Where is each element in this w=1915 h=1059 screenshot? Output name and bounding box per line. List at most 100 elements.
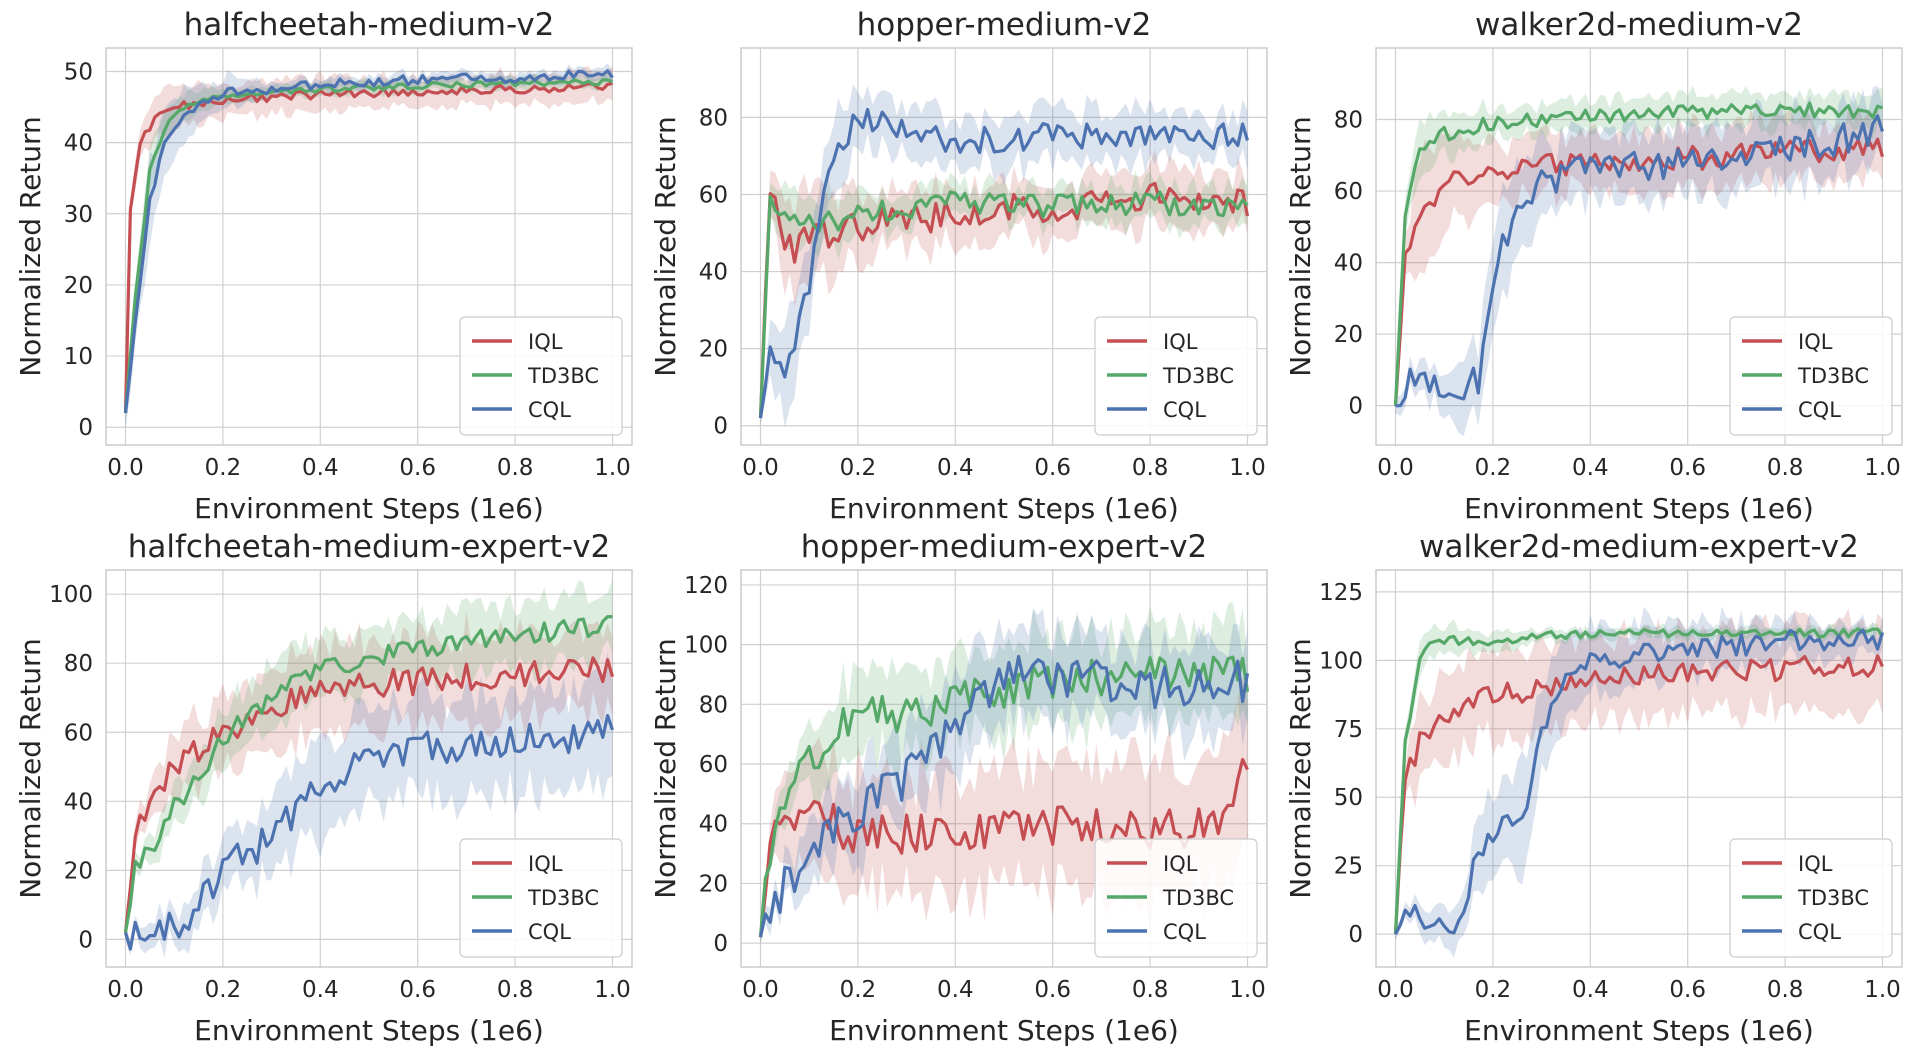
chart-title: walker2d-medium-expert-v2 <box>1419 529 1859 565</box>
y-tick-label: 0 <box>78 927 93 953</box>
confidence-band <box>125 652 613 959</box>
y-tick-label: 20 <box>699 337 728 363</box>
series-line <box>758 190 1249 419</box>
x-tick-label: 1.0 <box>1229 977 1266 1003</box>
x-axis-label: Environment Steps (1e6) <box>829 492 1179 525</box>
y-tick-label: 80 <box>1334 108 1363 134</box>
confidence-band <box>125 579 613 941</box>
legend-label: CQL <box>1798 920 1841 944</box>
confidence-band <box>1395 104 1883 414</box>
x-tick-label: 1.0 <box>594 977 631 1003</box>
confidence-band <box>1395 606 1883 958</box>
confidence-band <box>125 63 613 429</box>
legend-label: CQL <box>1163 398 1206 422</box>
x-tick-label: 1.0 <box>594 455 631 481</box>
chart-title: hopper-medium-v2 <box>857 7 1152 43</box>
legend-label: CQL <box>1163 920 1206 944</box>
series-line <box>123 656 615 933</box>
y-tick-label: 0 <box>1348 394 1363 420</box>
x-tick-label: 0.8 <box>1132 455 1169 481</box>
legend: IQL TD3BC CQL <box>1729 838 1893 958</box>
x-axis-label: Environment Steps (1e6) <box>1464 492 1814 525</box>
plot-frame <box>740 47 1268 446</box>
x-tick-label: 0.0 <box>1377 977 1414 1003</box>
legend-label: IQL <box>1163 330 1198 354</box>
subplot: 0.0 0.2 0.4 0.6 0.8 1.0 0 20 40 60 80 100 halfcheeta… <box>14 529 633 1047</box>
y-tick-label: 20 <box>1334 322 1363 348</box>
x-tick-label: 0.4 <box>1572 977 1609 1003</box>
y-tick-label: 40 <box>64 789 93 815</box>
legend-label: TD3BC <box>1797 886 1869 910</box>
y-tick-label: 0 <box>78 415 93 441</box>
series-line <box>1394 628 1885 935</box>
y-tick-label: 100 <box>1319 648 1363 674</box>
y-tick-label: 80 <box>699 692 728 718</box>
y-tick-label: 50 <box>64 59 93 85</box>
series-line <box>1393 627 1884 935</box>
series-line <box>1393 101 1884 406</box>
legend-label: TD3BC <box>1162 364 1234 388</box>
confidence-band <box>760 84 1248 428</box>
y-axis-label: Normalized Return <box>649 638 682 899</box>
x-tick-label: 0.2 <box>1475 977 1512 1003</box>
y-tick-label: 30 <box>64 202 93 228</box>
legend-label: IQL <box>528 852 563 876</box>
x-tick-label: 0.0 <box>107 455 144 481</box>
legend-label: IQL <box>1798 852 1833 876</box>
x-tick-label: 0.4 <box>937 455 974 481</box>
y-tick-label: 40 <box>699 260 728 286</box>
y-tick-label: 125 <box>1319 580 1363 606</box>
y-tick-label: 60 <box>699 182 728 208</box>
series-line <box>1393 654 1884 935</box>
y-tick-label: 60 <box>64 720 93 746</box>
legend-label: IQL <box>1798 330 1833 354</box>
legend-label: CQL <box>1798 398 1841 422</box>
confidence-band <box>1395 85 1883 414</box>
chart-title: hopper-medium-expert-v2 <box>801 529 1208 565</box>
series-line <box>1395 114 1885 408</box>
x-tick-label: 0.6 <box>399 977 436 1003</box>
series-line <box>758 757 1249 938</box>
x-tick-label: 0.4 <box>937 977 974 1003</box>
y-tick-label: 20 <box>64 858 93 884</box>
y-tick-label: 20 <box>699 871 728 897</box>
legend: IQL TD3BC CQL <box>1094 838 1258 958</box>
y-tick-label: 25 <box>1334 854 1363 880</box>
y-axis-label: Normalized Return <box>1284 116 1317 377</box>
x-tick-label: 0.8 <box>497 455 534 481</box>
y-tick-label: 120 <box>684 573 728 599</box>
x-tick-label: 0.2 <box>205 455 242 481</box>
x-tick-label: 0.6 <box>1669 455 1706 481</box>
y-tick-label: 0 <box>713 414 728 440</box>
y-tick-label: 10 <box>64 344 93 370</box>
legend-label: CQL <box>528 398 571 422</box>
legend-label: IQL <box>1163 852 1198 876</box>
x-tick-label: 1.0 <box>1229 455 1266 481</box>
legend-label: CQL <box>528 920 571 944</box>
series-line <box>123 78 613 414</box>
confidence-band <box>1395 608 1883 941</box>
chart-title: halfcheetah-medium-expert-v2 <box>128 529 611 565</box>
legend-box <box>459 838 623 958</box>
series-line <box>758 107 1250 419</box>
y-tick-label: 40 <box>1334 251 1363 277</box>
legend-box <box>1729 838 1893 958</box>
x-tick-label: 0.0 <box>107 977 144 1003</box>
y-tick-label: 100 <box>49 582 93 608</box>
confidence-band <box>760 169 1248 427</box>
x-tick-label: 0.4 <box>1572 455 1609 481</box>
x-tick-label: 0.6 <box>1669 977 1706 1003</box>
plot-frame <box>740 569 1268 968</box>
subplot: 0.0 0.2 0.4 0.6 0.8 1.0 0 20 40 60 80 walker2d-medi… <box>1284 7 1903 525</box>
confidence-band <box>125 65 613 421</box>
y-tick-label: 0 <box>1348 922 1363 948</box>
chart-title: walker2d-medium-v2 <box>1475 7 1803 43</box>
confidence-band <box>1395 619 1883 941</box>
x-tick-label: 0.8 <box>1767 977 1804 1003</box>
plot-frame <box>105 47 633 446</box>
x-tick-label: 0.2 <box>1475 455 1512 481</box>
y-axis-label: Normalized Return <box>1284 638 1317 899</box>
legend-box <box>459 316 623 436</box>
x-tick-label: 0.2 <box>205 977 242 1003</box>
x-tick-label: 0.6 <box>1034 977 1071 1003</box>
